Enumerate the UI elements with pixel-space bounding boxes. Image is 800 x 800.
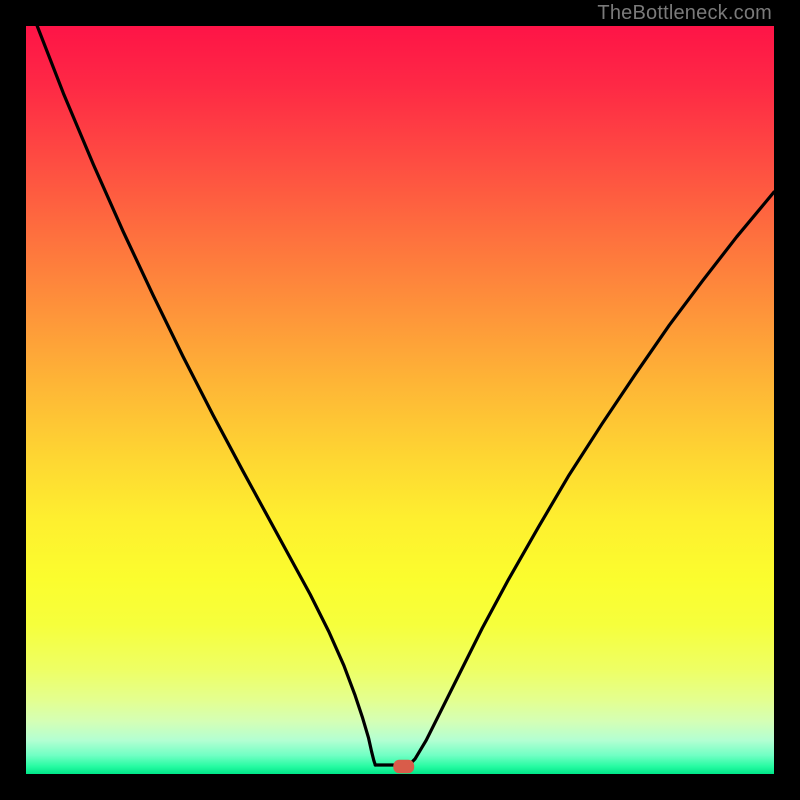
frame-border-right: [774, 0, 800, 800]
figure-root: TheBottleneck.com: [0, 0, 800, 800]
watermark-label: TheBottleneck.com: [597, 2, 772, 25]
curve-layer: [26, 26, 774, 774]
frame-border-bottom: [0, 774, 800, 800]
frame-border-left: [0, 0, 26, 800]
minimum-marker: [393, 760, 414, 773]
curve-left: [37, 26, 375, 765]
plot-area: [26, 26, 774, 774]
curve-right: [409, 192, 774, 765]
